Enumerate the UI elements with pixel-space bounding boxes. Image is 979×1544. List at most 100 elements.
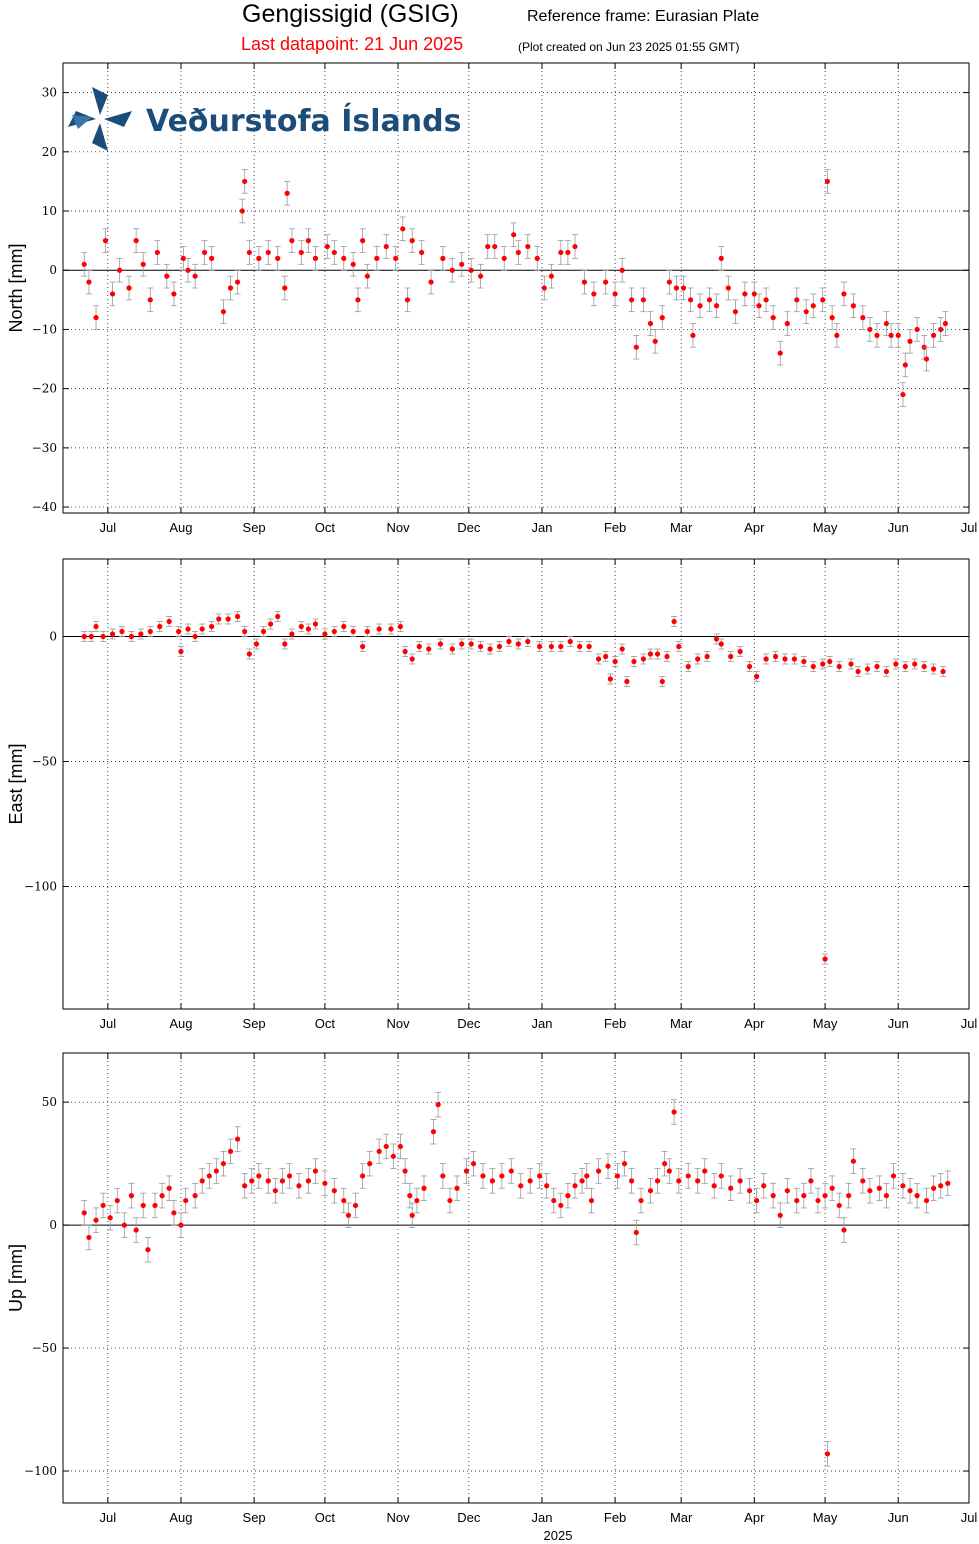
- data-point: [220, 309, 227, 315]
- data-point: [850, 1158, 856, 1164]
- data-point: [654, 651, 661, 657]
- data-point: [810, 303, 816, 309]
- data-point: [192, 633, 198, 640]
- data-point: [93, 1217, 99, 1223]
- data-point: [499, 1173, 505, 1179]
- data-point: [629, 297, 635, 303]
- data-point: [374, 255, 380, 261]
- data-point: [478, 643, 484, 650]
- data-point: [454, 1185, 460, 1191]
- data-point: [397, 623, 403, 630]
- data-point: [923, 356, 930, 362]
- data-point: [619, 646, 625, 652]
- data-point: [607, 676, 613, 682]
- data-point: [246, 249, 252, 256]
- data-point: [572, 243, 578, 250]
- logo-text: Veðurstofa Íslands: [146, 103, 461, 139]
- data-point: [742, 291, 748, 297]
- data-point: [109, 291, 116, 297]
- data-point: [902, 663, 908, 670]
- data-point: [282, 641, 288, 647]
- data-point: [400, 226, 406, 232]
- data-point: [225, 616, 231, 622]
- data-point: [331, 249, 337, 256]
- data-point: [192, 1193, 198, 1199]
- data-point: [376, 1148, 382, 1154]
- data-point: [702, 1168, 708, 1174]
- data-point: [848, 661, 854, 667]
- data-point: [480, 1173, 486, 1179]
- x-tick-label: Dec: [457, 1016, 481, 1031]
- data-point: [114, 1197, 120, 1204]
- data-point: [133, 1227, 139, 1233]
- data-point: [685, 1173, 691, 1179]
- data-point: [784, 320, 790, 327]
- vedurstofa-logo-icon: [68, 87, 132, 151]
- data-point: [541, 285, 547, 291]
- data-point: [746, 663, 753, 670]
- data-point: [275, 613, 281, 620]
- data-point: [468, 267, 474, 273]
- data-point: [154, 249, 160, 256]
- data-point: [305, 238, 311, 244]
- data-point: [595, 1168, 602, 1174]
- data-point: [659, 315, 665, 321]
- data-point: [565, 1193, 571, 1199]
- data-point: [220, 1161, 227, 1167]
- data-point: [761, 1183, 767, 1189]
- data-point: [631, 658, 637, 665]
- data-point: [586, 643, 592, 650]
- data-point: [754, 673, 760, 680]
- data-point: [912, 661, 918, 667]
- data-point: [296, 1183, 302, 1189]
- data-point: [209, 255, 215, 261]
- data-point: [756, 303, 762, 309]
- data-point: [407, 1193, 413, 1199]
- y-tick-label: 30: [42, 86, 57, 100]
- data-point: [360, 238, 366, 244]
- data-point: [671, 1109, 677, 1115]
- data-point: [902, 362, 908, 368]
- data-point: [829, 1185, 835, 1191]
- data-point: [506, 638, 512, 645]
- data-point: [713, 636, 720, 642]
- data-point: [265, 249, 271, 256]
- data-point: [664, 653, 670, 660]
- data-point: [751, 291, 757, 297]
- data-point: [383, 1143, 389, 1150]
- data-point: [711, 1183, 717, 1189]
- y-tick-label: −10: [32, 322, 57, 336]
- x-tick-label: Jun: [888, 520, 909, 535]
- data-point: [794, 297, 800, 303]
- data-point: [246, 651, 252, 657]
- x-tick-label: Feb: [604, 1510, 626, 1525]
- data-point: [390, 1153, 396, 1159]
- x-tick-label: Feb: [604, 520, 626, 535]
- x-tick-label: Dec: [457, 520, 481, 535]
- data-point: [272, 1188, 278, 1194]
- data-point: [409, 1212, 415, 1218]
- data-point: [239, 208, 245, 214]
- x-tick-label: May: [813, 520, 838, 535]
- data-point: [185, 626, 191, 632]
- data-point: [440, 255, 446, 261]
- data-point: [938, 326, 944, 333]
- x-tick-label: Sep: [243, 1510, 266, 1525]
- y-tick-label: 20: [42, 145, 57, 159]
- data-point: [268, 621, 274, 627]
- data-point: [298, 249, 304, 256]
- data-point: [121, 1222, 127, 1228]
- data-point: [256, 255, 262, 261]
- data-point: [107, 1215, 113, 1221]
- data-point: [171, 1210, 177, 1216]
- data-point: [914, 326, 920, 333]
- panel-up: Jul Aug Sep Oct Nov Dec Jan Feb Mar Apr May Jun Jul −…: [6, 1052, 977, 1525]
- x-tick-label: May: [813, 1510, 838, 1525]
- data-point: [647, 1188, 654, 1194]
- last-datapoint-label: Last datapoint: 21 Jun 2025: [241, 34, 464, 54]
- data-point: [801, 658, 807, 665]
- data-point: [364, 628, 370, 635]
- x-tick-label: Apr: [744, 520, 765, 535]
- data-point: [185, 267, 191, 273]
